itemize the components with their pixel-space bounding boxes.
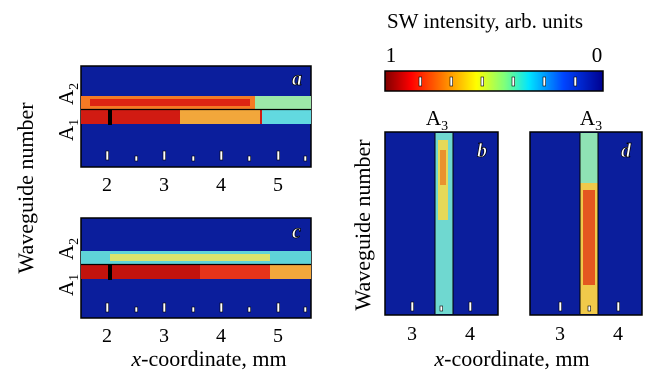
panel-a-letter: a: [292, 68, 302, 90]
panel-c-label-a1: A1: [54, 274, 82, 296]
panel-c: c A2 A1 2 3 4 5: [54, 217, 312, 347]
colorbar: [384, 70, 604, 92]
colorbar-title: SW intensity, arb. units: [387, 9, 583, 33]
panel-c-x-ticks: [105, 302, 307, 313]
tick-label: 3: [407, 323, 417, 345]
tick-label: 5: [273, 174, 283, 196]
panel-a-antenna: [108, 110, 112, 125]
right-x-axis-label: x-coordinate, mm: [433, 346, 589, 371]
panel-d: A3 d 3 4: [529, 106, 643, 345]
panel-d-label-a3: A3: [580, 106, 602, 134]
panel-c-letter: c: [292, 221, 301, 243]
panel-d-letter: d: [621, 140, 632, 162]
panel-d-waveguide-a3-hot: [583, 190, 595, 285]
panel-b-letter: b: [477, 140, 487, 162]
colorbar-right-label: 0: [592, 43, 603, 67]
panel-c-label-a2: A2: [54, 238, 82, 260]
panel-d-tick-labels: 3 4: [555, 323, 623, 345]
panel-c-waveguide-a2-inner: [110, 254, 270, 261]
panel-a-label-a2: A2: [54, 83, 82, 105]
tick-label: 2: [102, 174, 112, 196]
panel-a-waveguide-a2-inner: [90, 99, 250, 106]
panel-b-waveguide-a3-warm: [440, 150, 446, 185]
tick-label: 5: [273, 325, 283, 347]
panel-c-waveguide-a1-mid: [200, 265, 270, 279]
panel-b: A3 b 3 4: [384, 106, 499, 345]
panel-b-tick-labels: 3 4: [407, 323, 475, 345]
panel-d-x-ticks: [558, 301, 620, 312]
tick-label: 3: [159, 325, 169, 347]
panel-a: a A2 A1 2 3 4 5: [54, 65, 312, 196]
colorbar-left-label: 1: [386, 43, 397, 67]
tick-label: 3: [159, 174, 169, 196]
panel-a-waveguide-a1-mid: [180, 110, 260, 124]
panel-a-x-ticks: [105, 150, 307, 162]
right-y-axis-label: Waveguide number: [350, 139, 375, 311]
panel-d-waveguide-a3-top: [580, 133, 598, 183]
panel-c-waveguide-a1-fade: [270, 265, 311, 279]
panel-a-tick-labels: 2 3 4 5: [102, 174, 283, 196]
panel-b-x-ticks: [410, 301, 472, 312]
tick-label: 2: [102, 325, 112, 347]
tick-label: 4: [465, 323, 475, 345]
colorbar-ticks: [418, 76, 577, 87]
panel-c-antenna: [108, 265, 112, 280]
left-x-axis-label: x-coordinate, mm: [130, 346, 286, 371]
panel-a-label-a1: A1: [54, 119, 82, 141]
panel-b-label-a3: A3: [426, 106, 448, 134]
tick-label: 4: [216, 174, 226, 196]
panel-a-waveguide-a2-fade: [255, 96, 311, 109]
left-y-axis-label: Waveguide number: [13, 102, 38, 274]
panel-c-tick-labels: 2 3 4 5: [102, 325, 283, 347]
tick-label: 4: [216, 325, 226, 347]
tick-label: 3: [555, 323, 565, 345]
panel-a-waveguide-a1-fade: [262, 110, 311, 124]
tick-label: 4: [613, 323, 623, 345]
